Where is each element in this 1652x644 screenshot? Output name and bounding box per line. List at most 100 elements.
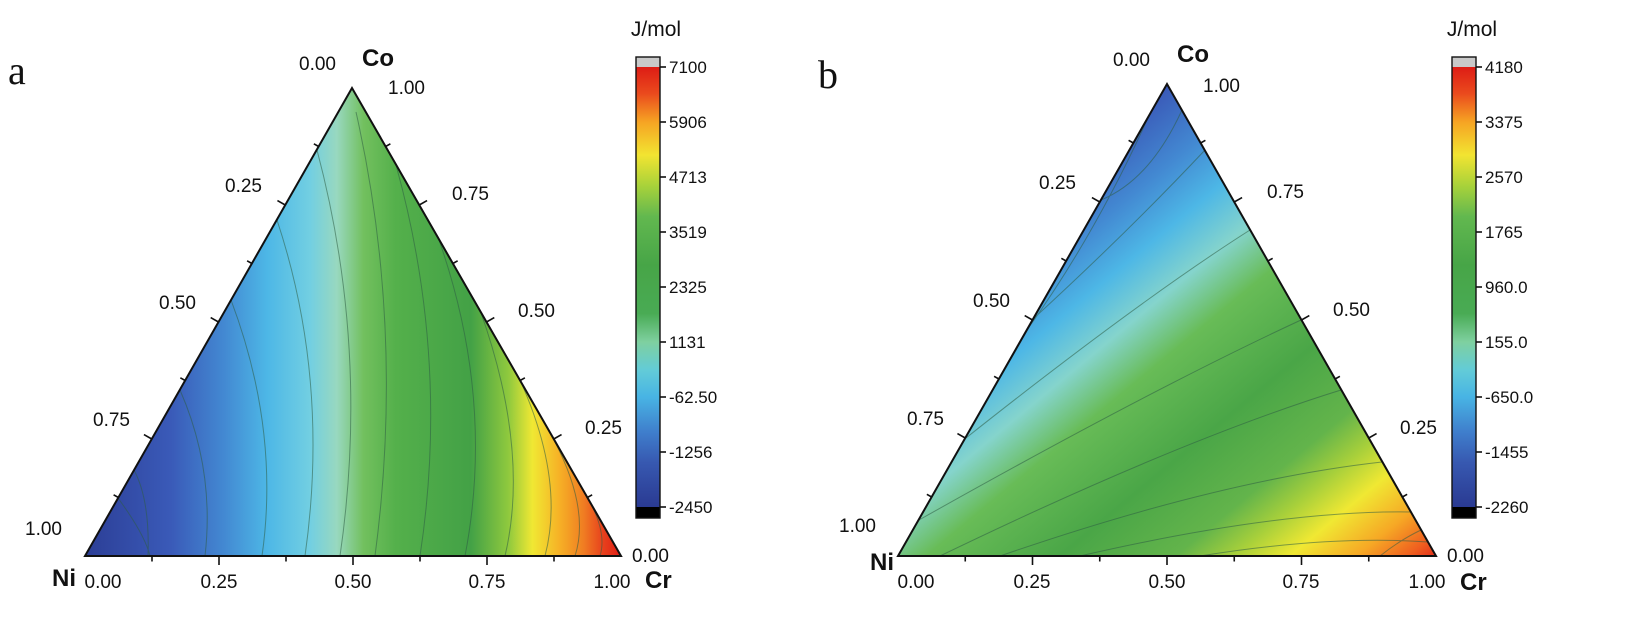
colorbar-label-a: 3519 — [669, 223, 707, 242]
colorbar-label-b: 4180 — [1485, 58, 1523, 77]
left-axis-tick-b: 0.50 — [973, 291, 1010, 312]
colorbar-label-a: 1131 — [669, 333, 706, 352]
ternary-plot-a — [83, 85, 623, 565]
left-axis-tick-a: 1.00 — [25, 519, 62, 540]
left-axis-tick-b: 1.00 — [839, 516, 876, 537]
colorbar-bottom-cap-a — [636, 507, 660, 518]
colorbar-label-b: 155.0 — [1485, 333, 1528, 352]
right-axis-tick-a: 0.25 — [585, 418, 622, 439]
vertex-label-co-b: Co — [1177, 41, 1209, 68]
left-axis-tick-b: 0.75 — [907, 409, 944, 430]
vertex-label-cr-a: Cr — [645, 567, 672, 594]
left-axis-tick-a: 0.00 — [299, 54, 336, 75]
tick-mark — [519, 377, 526, 382]
tick-mark — [1128, 139, 1134, 144]
colorbar-top-cap-a — [636, 57, 660, 67]
axis-ticks-a — [113, 143, 593, 565]
tick-mark — [313, 143, 320, 148]
colorbar-label-a: 2325 — [669, 278, 707, 297]
tick-mark — [486, 316, 495, 323]
bottom-axis-tick-a: 0.75 — [469, 572, 506, 593]
bottom-axis-tick-a: 1.00 — [594, 572, 631, 593]
left-axis-tick-b: 0.25 — [1039, 173, 1076, 194]
bottom-axis-tick-b: 1.00 — [1409, 572, 1446, 593]
tick-mark — [246, 260, 253, 265]
ternary-fill-b — [898, 84, 1436, 556]
left-axis-tick-a: 0.75 — [93, 410, 130, 431]
colorbar-label-a: 4713 — [669, 168, 707, 187]
colorbar-title-a: J/mol — [631, 18, 681, 41]
right-axis-tick-b: 0.50 — [1333, 300, 1370, 321]
colorbar-label-a: 5906 — [669, 113, 707, 132]
tick-mark — [143, 433, 153, 440]
tick-mark — [277, 199, 286, 206]
tick-mark — [1200, 139, 1206, 144]
colorbar-b: J/mol 4180 3375 2570 1765 960.0 155.0 -6… — [1447, 18, 1533, 519]
bottom-axis-tick-a: 0.50 — [335, 572, 372, 593]
colorbar-ticks-a — [660, 66, 666, 508]
right-axis-tick-b: 1.00 — [1203, 76, 1240, 97]
colorbar-label-a: -62.50 — [669, 388, 717, 407]
right-axis-tick-a: 0.00 — [632, 546, 669, 567]
tick-mark — [926, 493, 933, 498]
colorbar-label-a: -1256 — [669, 443, 712, 462]
colorbar-top-cap-b — [1452, 57, 1476, 67]
left-axis-tick-a: 0.25 — [225, 176, 262, 197]
tick-mark — [418, 199, 428, 206]
bottom-axis-tick-b: 0.00 — [898, 572, 935, 593]
tick-mark — [993, 375, 1000, 380]
vertex-label-ni-b: Ni — [870, 549, 894, 576]
tick-mark — [1233, 196, 1243, 203]
tick-mark — [452, 260, 459, 265]
right-axis-tick-b: 0.00 — [1447, 546, 1484, 567]
tick-mark — [1091, 196, 1101, 203]
left-axis-tick-b: 0.00 — [1113, 50, 1150, 71]
tick-mark — [1024, 314, 1033, 321]
contour-lines-a — [117, 111, 603, 556]
colorbar-label-a: -2450 — [669, 498, 712, 517]
bottom-axis-tick-a: 0.25 — [201, 572, 238, 593]
colorbar-label-a: 7100 — [669, 58, 707, 77]
colorbar-label-b: -650.0 — [1485, 388, 1533, 407]
tick-mark — [1334, 375, 1341, 380]
bottom-axis-tick-a: 0.00 — [85, 572, 122, 593]
colorbar-label-b: -2260 — [1485, 498, 1528, 517]
colorbar-gradient-a — [636, 67, 660, 507]
bottom-axis-tick-b: 0.25 — [1014, 572, 1051, 593]
tick-mark — [553, 433, 562, 440]
ternary-plot-b — [896, 81, 1438, 565]
colorbar-bottom-cap-b — [1452, 507, 1476, 518]
colorbar-label-b: -1455 — [1485, 443, 1528, 462]
tick-mark — [385, 143, 391, 148]
tick-mark — [1368, 432, 1377, 439]
tick-mark — [1401, 493, 1408, 498]
tick-mark — [179, 377, 186, 382]
contour-lines-b — [918, 109, 1429, 556]
tick-mark — [957, 432, 966, 439]
ternary-fill-a — [85, 88, 621, 556]
left-axis-tick-a: 0.50 — [159, 293, 196, 314]
axis-ticks-b — [926, 139, 1408, 565]
tick-mark — [113, 494, 119, 499]
colorbar-gradient-b — [1452, 67, 1476, 507]
colorbar-a: J/mol 7100 5906 4713 3519 2325 1131 -62.… — [631, 18, 717, 519]
bottom-axis-tick-b: 0.50 — [1149, 572, 1186, 593]
colorbar-label-b: 960.0 — [1485, 278, 1528, 297]
right-axis-tick-a: 0.50 — [518, 301, 555, 322]
right-axis-tick-b: 0.75 — [1267, 182, 1304, 203]
vertex-label-co-a: Co — [362, 45, 394, 72]
bottom-axis-tick-b: 0.75 — [1283, 572, 1320, 593]
vertex-label-ni-a: Ni — [52, 565, 76, 592]
tick-mark — [1301, 314, 1310, 321]
right-axis-tick-a: 1.00 — [388, 78, 425, 99]
colorbar-label-b: 3375 — [1485, 113, 1523, 132]
right-axis-tick-b: 0.25 — [1400, 418, 1437, 439]
colorbar-title-b: J/mol — [1447, 18, 1497, 41]
tick-mark — [1060, 257, 1067, 262]
tick-mark — [586, 494, 593, 499]
colorbar-label-b: 2570 — [1485, 168, 1523, 187]
vertex-label-cr-b: Cr — [1460, 569, 1487, 596]
tick-mark — [1267, 257, 1274, 262]
